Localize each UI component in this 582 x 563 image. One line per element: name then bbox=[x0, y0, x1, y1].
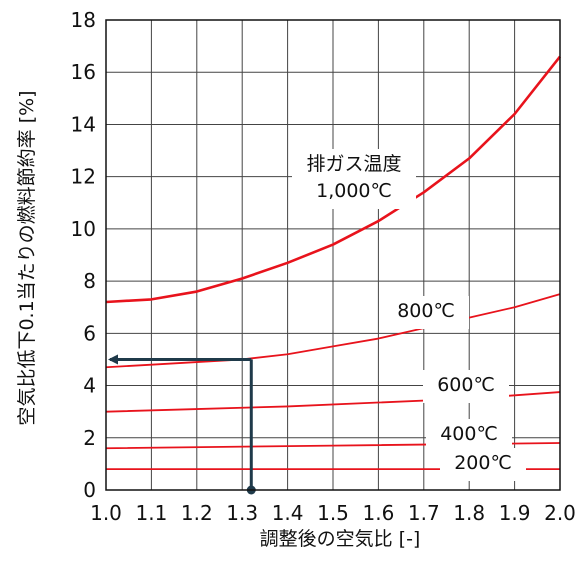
series-label-bg bbox=[426, 419, 512, 452]
plot-frame bbox=[105, 19, 561, 491]
series-label: 排ガス温度 bbox=[306, 153, 401, 175]
x-tick-label: 1.4 bbox=[272, 501, 304, 525]
x-tick-label: 1.2 bbox=[181, 501, 213, 525]
series-line bbox=[105, 293, 561, 369]
series-label-bg bbox=[292, 149, 416, 209]
series-line bbox=[105, 55, 562, 304]
y-tick-label: 4 bbox=[83, 374, 96, 398]
y-tick-label: 14 bbox=[71, 112, 96, 136]
series-label-bg bbox=[423, 370, 509, 403]
series-label: 200℃ bbox=[454, 452, 512, 474]
y-tick-label: 0 bbox=[83, 478, 96, 502]
series-label: 1,000℃ bbox=[316, 180, 392, 202]
x-tick-label: 1.1 bbox=[135, 501, 167, 525]
y-tick-label: 10 bbox=[71, 217, 96, 241]
x-tick-label: 1.7 bbox=[408, 501, 440, 525]
y-tick-label: 2 bbox=[83, 426, 96, 450]
y-tick-label: 16 bbox=[71, 60, 96, 84]
x-tick-label: 1.9 bbox=[499, 501, 531, 525]
series-labels: 排ガス温度 1,000℃ 800℃ 600℃ 400℃ 200℃ bbox=[292, 149, 526, 481]
series-label: 800℃ bbox=[397, 300, 455, 322]
reading-annotation bbox=[108, 354, 256, 495]
x-tick-label: 1.5 bbox=[317, 501, 349, 525]
y-axis-title: 空気比低下0.1当たりの燃料節約率 [%] bbox=[16, 90, 38, 425]
x-axis-title: 調整後の空気比 [-] bbox=[260, 528, 421, 550]
tick-labels: 1.0 1.1 1.2 1.3 1.4 1.5 1.6 1.7 1.8 1.9 2.0 0 2 4 6 8 10… bbox=[71, 8, 576, 525]
plot-border bbox=[105, 19, 561, 491]
x-tick-label: 1.0 bbox=[90, 501, 122, 525]
y-tick-label: 12 bbox=[71, 165, 96, 189]
series-label: 400℃ bbox=[440, 423, 498, 445]
x-tick-label: 1.8 bbox=[453, 501, 485, 525]
x-tick-label: 1.6 bbox=[362, 501, 394, 525]
x-tick-label: 1.3 bbox=[226, 501, 258, 525]
series-label-bg bbox=[383, 296, 469, 329]
series-label-bg bbox=[440, 448, 526, 481]
series-label: 600℃ bbox=[437, 374, 495, 396]
y-tick-label: 18 bbox=[71, 8, 96, 32]
x-tick-label: 2.0 bbox=[544, 501, 576, 525]
y-tick-label: 8 bbox=[83, 269, 96, 293]
y-tick-label: 6 bbox=[83, 321, 96, 345]
